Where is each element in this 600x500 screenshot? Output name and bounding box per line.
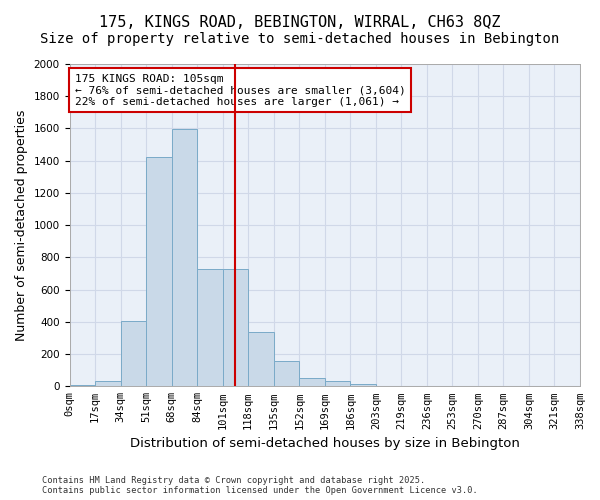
Bar	[223, 268, 248, 386]
Bar	[299, 378, 325, 386]
Bar	[146, 158, 172, 386]
Bar	[172, 130, 197, 386]
Bar	[95, 382, 121, 386]
Text: 175, KINGS ROAD, BEBINGTON, WIRRAL, CH63 8QZ: 175, KINGS ROAD, BEBINGTON, WIRRAL, CH63…	[99, 15, 501, 30]
Bar	[274, 362, 299, 386]
Bar	[248, 332, 274, 386]
Text: 175 KINGS ROAD: 105sqm
← 76% of semi-detached houses are smaller (3,604)
22% of : 175 KINGS ROAD: 105sqm ← 76% of semi-det…	[74, 74, 406, 107]
Bar	[350, 384, 376, 386]
Bar	[121, 321, 146, 386]
Text: Size of property relative to semi-detached houses in Bebington: Size of property relative to semi-detach…	[40, 32, 560, 46]
Bar	[325, 382, 350, 386]
Text: Contains HM Land Registry data © Crown copyright and database right 2025.
Contai: Contains HM Land Registry data © Crown c…	[42, 476, 478, 495]
Y-axis label: Number of semi-detached properties: Number of semi-detached properties	[15, 110, 28, 341]
Bar	[197, 268, 223, 386]
X-axis label: Distribution of semi-detached houses by size in Bebington: Distribution of semi-detached houses by …	[130, 437, 520, 450]
